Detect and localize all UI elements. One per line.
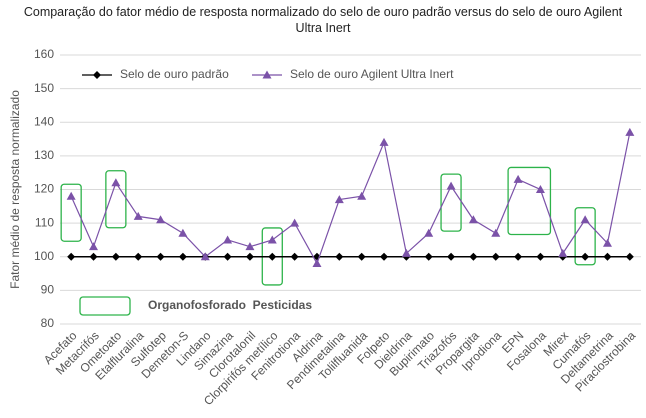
highlight-box [105,170,127,229]
point [625,252,634,261]
y-tick-label: 120 [34,182,54,196]
point [267,235,277,244]
point [424,252,433,261]
point [468,215,478,224]
highlight-box [507,166,552,236]
point [625,127,635,136]
point [536,252,545,261]
point [156,215,166,224]
highlight-box [60,183,82,242]
y-tick-label: 80 [41,316,55,330]
point [513,174,523,183]
point [491,228,501,237]
y-tick-label: 160 [34,47,54,61]
point [133,211,143,220]
y-tick-label: 130 [34,148,54,162]
point [357,191,367,200]
point [89,252,98,261]
point [223,235,233,244]
point [111,252,120,261]
point [89,242,99,251]
legend-box [79,296,131,316]
point [491,252,500,261]
point [223,252,232,261]
point [290,218,300,227]
point [581,252,590,261]
point [514,252,523,261]
point [67,252,76,261]
point [312,258,322,267]
point [290,252,299,261]
point [66,191,76,200]
point [379,137,389,146]
highlight-box [574,207,596,266]
point [245,242,255,251]
point [178,228,188,237]
point [245,252,254,261]
highlight-box [440,173,462,232]
point [268,252,277,261]
y-axis-label: Fator médio de resposta normalizado [8,90,22,289]
y-tick-label: 110 [35,215,54,229]
point [380,252,389,261]
point [424,228,434,237]
series-line [70,132,631,265]
point [134,252,143,261]
point [535,185,545,193]
point [93,71,101,79]
point [446,181,456,190]
point [357,252,366,261]
point [335,252,344,261]
point [334,195,344,204]
point [580,215,590,224]
y-tick-label: 150 [34,81,54,95]
point [469,252,478,261]
legend-label: Organofosforado Pesticidas [148,298,312,312]
y-tick-label: 140 [34,114,54,128]
point [262,70,272,79]
legend-label: Selo de ouro Agilent Ultra Inert [290,67,454,81]
point [603,252,612,261]
point [447,252,456,261]
point [200,252,210,261]
point [111,178,121,187]
legend-label: Selo de ouro padrão [120,67,229,81]
y-tick-label: 100 [34,249,54,263]
y-tick-label: 90 [41,283,55,297]
point [156,252,165,261]
point [401,248,411,257]
point [602,238,612,247]
point [178,252,187,261]
point [558,248,568,257]
chart-title: Comparação do fator médio de resposta no… [23,5,623,35]
